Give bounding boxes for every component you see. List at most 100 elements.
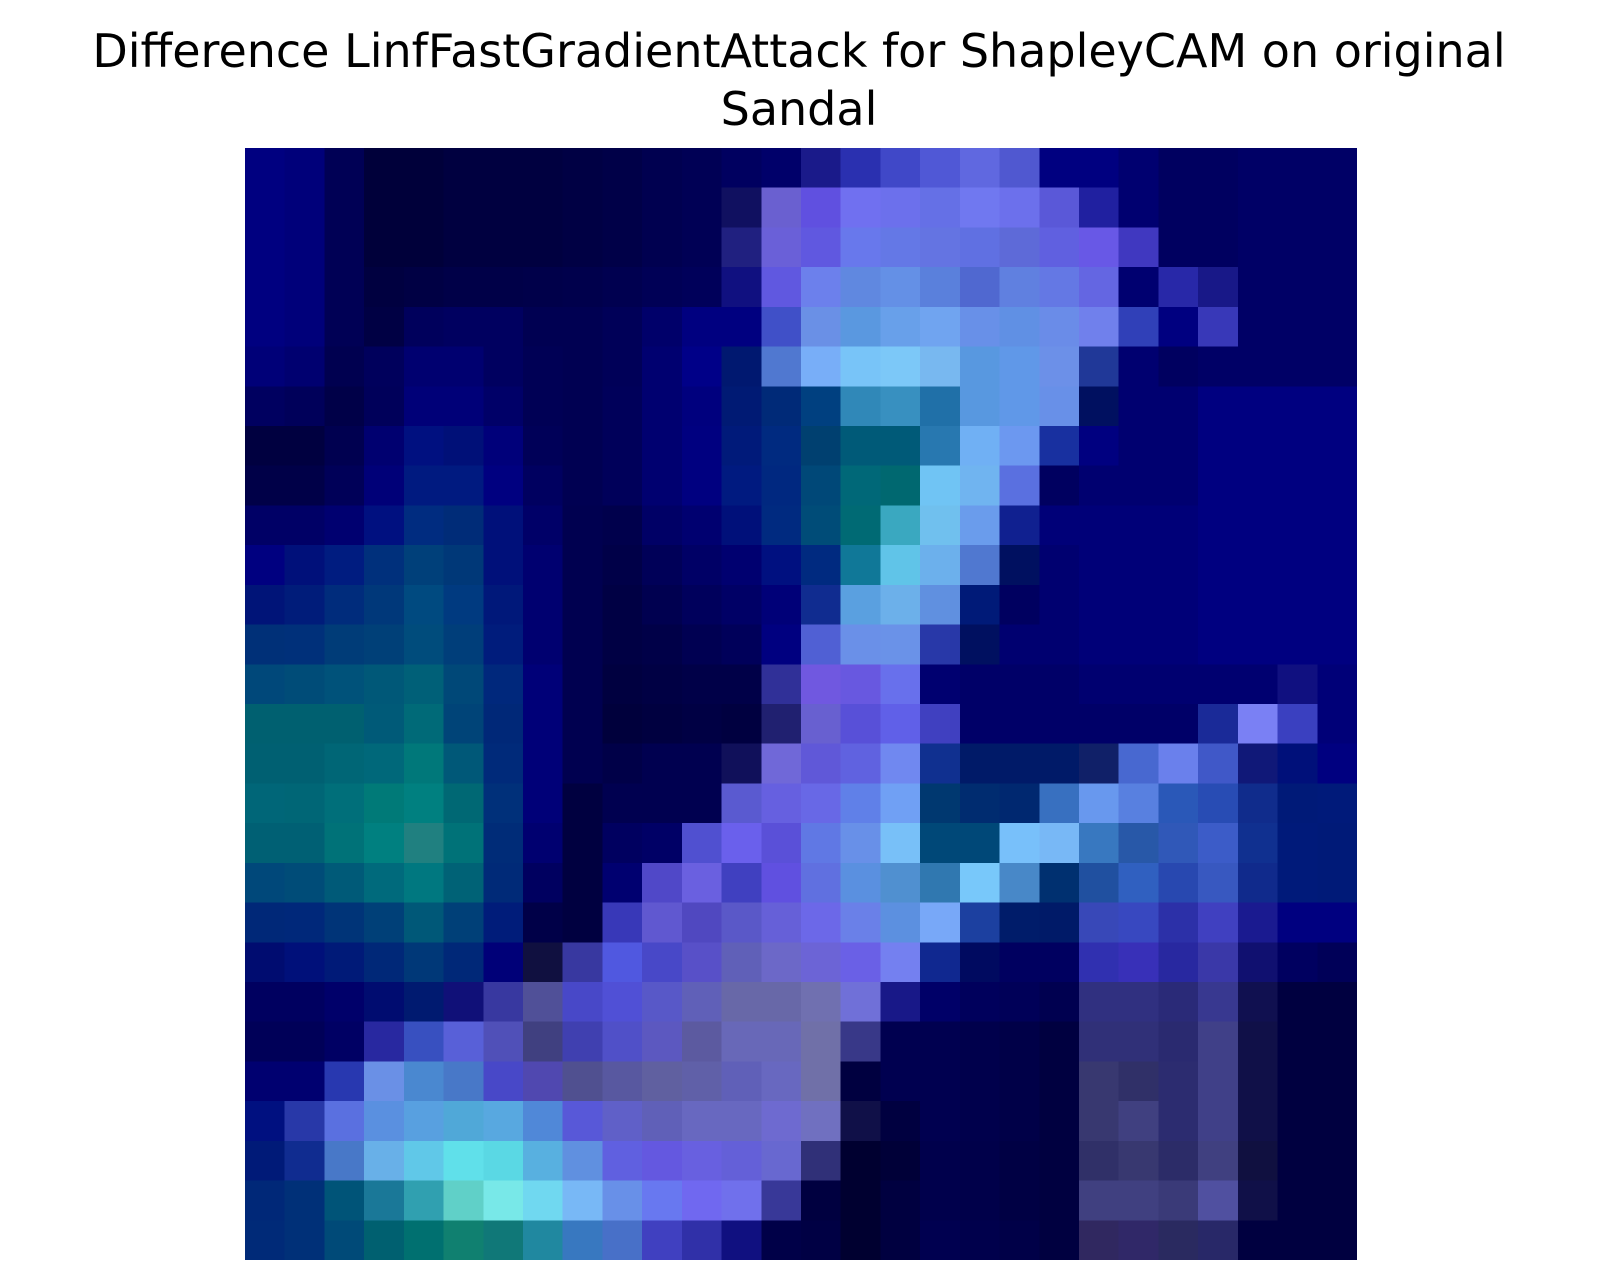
heatmap-cell-r2-c4 (403, 227, 445, 268)
heatmap-cell-r0-c0 (245, 148, 286, 189)
heatmap-cell-r26-c1 (284, 1180, 326, 1222)
heatmap-cell-r5-c24 (1198, 346, 1239, 388)
heatmap-cell-r7-c6 (483, 426, 524, 467)
heatmap-cell-r9-c5 (443, 505, 485, 546)
heatmap-cell-r3-c12 (721, 267, 763, 308)
heatmap-cell-r6-c27 (1317, 386, 1357, 427)
heatmap-cell-r27-c14 (801, 1220, 842, 1260)
heatmap-cell-r12-c17 (920, 624, 961, 666)
heatmap-cell-r2-c9 (602, 227, 643, 268)
heatmap-cell-r8-c4 (403, 465, 445, 507)
heatmap-cell-r15-c10 (642, 743, 683, 785)
heatmap-cell-r18-c0 (245, 862, 286, 904)
heatmap-cell-r10-c0 (245, 545, 286, 586)
heatmap-cell-r12-c2 (324, 624, 365, 666)
heatmap-cell-r3-c17 (920, 267, 961, 308)
heatmap-cell-r9-c26 (1277, 505, 1319, 546)
heatmap-cell-r13-c11 (681, 664, 723, 705)
heatmap-cell-r19-c24 (1198, 902, 1239, 944)
heatmap-cell-r22-c24 (1198, 1021, 1239, 1063)
heatmap-cell-r7-c24 (1198, 426, 1239, 467)
heatmap-cell-r4-c12 (721, 306, 763, 348)
heatmap-cell-r0-c27 (1317, 148, 1357, 189)
heatmap-cell-r12-c0 (245, 624, 286, 666)
heatmap-cell-r11-c9 (602, 584, 643, 626)
heatmap-cell-r3-c19 (999, 267, 1041, 308)
heatmap-cell-r5-c19 (999, 346, 1041, 388)
heatmap-cell-r10-c17 (920, 545, 961, 586)
heatmap-cell-r22-c19 (999, 1021, 1041, 1063)
heatmap-cell-r19-c4 (403, 902, 445, 944)
heatmap-plot-area (245, 148, 1357, 1260)
heatmap-cell-r7-c25 (1237, 426, 1279, 467)
heatmap-cell-r0-c14 (801, 148, 842, 189)
heatmap-cell-r25-c3 (364, 1140, 405, 1182)
heatmap-cell-r22-c8 (562, 1021, 604, 1063)
heatmap-cell-r18-c5 (443, 862, 485, 904)
heatmap-cell-r1-c23 (1158, 187, 1199, 229)
heatmap-cell-r19-c2 (324, 902, 365, 944)
heatmap-cell-r17-c14 (801, 823, 842, 864)
heatmap-cell-r9-c6 (483, 505, 524, 546)
heatmap-cell-r20-c5 (443, 942, 485, 983)
heatmap-cell-r24-c26 (1277, 1101, 1319, 1142)
heatmap-cell-r2-c20 (1039, 227, 1080, 268)
heatmap-cell-r25-c25 (1237, 1140, 1279, 1182)
heatmap-cell-r17-c13 (761, 823, 802, 864)
heatmap-cell-r11-c21 (1079, 584, 1120, 626)
heatmap-cell-r1-c2 (324, 187, 365, 229)
heatmap-cell-r10-c2 (324, 545, 365, 586)
heatmap-cell-r25-c22 (1118, 1140, 1160, 1182)
heatmap-cell-r15-c25 (1237, 743, 1279, 785)
heatmap-cell-r13-c6 (483, 664, 524, 705)
heatmap-cell-r7-c18 (959, 426, 1001, 467)
heatmap-cell-r0-c16 (880, 148, 921, 189)
heatmap-cell-r26-c14 (801, 1180, 842, 1222)
heatmap-cell-r6-c11 (681, 386, 723, 427)
heatmap-cell-r8-c10 (642, 465, 683, 507)
heatmap-cell-r14-c17 (920, 704, 961, 745)
heatmap-cell-r20-c0 (245, 942, 286, 983)
heatmap-cell-r5-c0 (245, 346, 286, 388)
heatmap-cell-r17-c27 (1317, 823, 1357, 864)
heatmap-cell-r0-c6 (483, 148, 524, 189)
heatmap-cell-r10-c23 (1158, 545, 1199, 586)
heatmap-cell-r3-c8 (562, 267, 604, 308)
heatmap-cell-r10-c11 (681, 545, 723, 586)
heatmap-cell-r5-c13 (761, 346, 802, 388)
heatmap-cell-r13-c0 (245, 664, 286, 705)
heatmap-cell-r6-c20 (1039, 386, 1080, 427)
heatmap-cell-r16-c12 (721, 783, 763, 824)
heatmap-cell-r17-c12 (721, 823, 763, 864)
heatmap-cell-r8-c26 (1277, 465, 1319, 507)
heatmap-cell-r0-c15 (840, 148, 882, 189)
heatmap-cell-r2-c5 (443, 227, 485, 268)
heatmap-cell-r3-c6 (483, 267, 524, 308)
heatmap-cell-r21-c1 (284, 982, 326, 1023)
heatmap-cell-r15-c17 (920, 743, 961, 785)
heatmap-cell-r18-c13 (761, 862, 802, 904)
heatmap-cell-r23-c23 (1158, 1061, 1199, 1102)
heatmap-cell-r0-c25 (1237, 148, 1279, 189)
heatmap-cell-r17-c19 (999, 823, 1041, 864)
heatmap-cell-r20-c24 (1198, 942, 1239, 983)
heatmap-cell-r25-c13 (761, 1140, 802, 1182)
heatmap-cell-r24-c13 (761, 1101, 802, 1142)
heatmap-cell-r13-c8 (562, 664, 604, 705)
heatmap-cell-r6-c0 (245, 386, 286, 427)
heatmap-cell-r16-c15 (840, 783, 882, 824)
heatmap-cell-r11-c8 (562, 584, 604, 626)
heatmap-cell-r17-c21 (1079, 823, 1120, 864)
heatmap-cell-r7-c1 (284, 426, 326, 467)
heatmap-cell-r4-c10 (642, 306, 683, 348)
heatmap-cell-r7-c13 (761, 426, 802, 467)
heatmap-cell-r19-c7 (523, 902, 564, 944)
heatmap-cell-r21-c5 (443, 982, 485, 1023)
heatmap-cell-r14-c23 (1158, 704, 1199, 745)
heatmap-cell-r14-c3 (364, 704, 405, 745)
heatmap-cell-r9-c17 (920, 505, 961, 546)
heatmap-cell-r12-c27 (1317, 624, 1357, 666)
heatmap-cell-r21-c8 (562, 982, 604, 1023)
heatmap-cell-r9-c4 (403, 505, 445, 546)
heatmap-cell-r13-c20 (1039, 664, 1080, 705)
